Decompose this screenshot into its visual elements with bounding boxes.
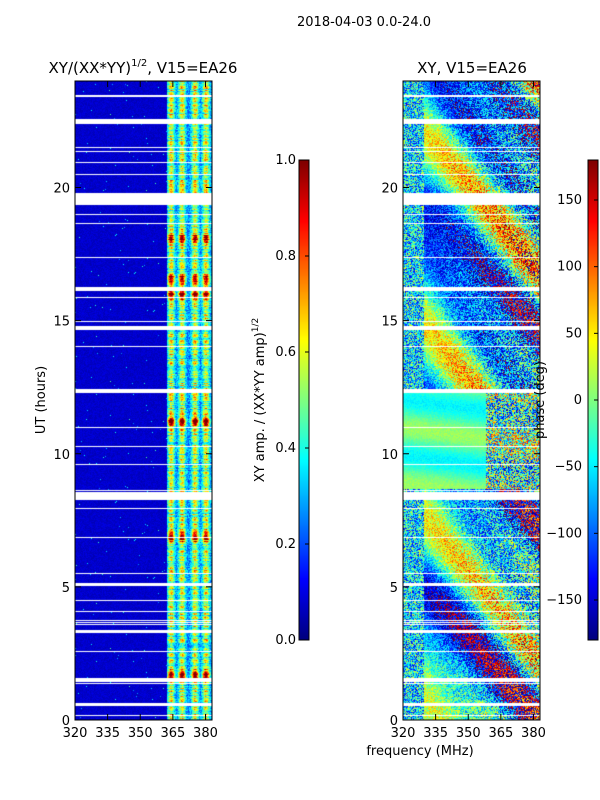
amp-ylabel: UT (hours) <box>34 366 49 434</box>
amp-colorbar-tick-label: 1.0 <box>275 153 296 168</box>
phase-xtick-label: 380 <box>521 726 546 741</box>
phase-colorbar-tick-label: 0 <box>574 393 582 408</box>
phase-axis-ticks: 320 335 350 365 380 0 5 10 15 20 <box>381 81 546 741</box>
amp-xtick-label: 335 <box>95 726 120 741</box>
amp-xtick-label: 320 <box>63 726 88 741</box>
phase-heatmap-image <box>403 81 540 720</box>
phase-xtick-label: 320 <box>391 726 416 741</box>
amp-ytick-label: 5 <box>62 581 70 596</box>
amp-ytick-label: 10 <box>53 448 70 463</box>
amp-colorbar-gradient <box>299 160 309 640</box>
amp-colorbar-tick-label: 0.4 <box>275 441 296 456</box>
amp-xtick-label: 380 <box>193 726 218 741</box>
amp-axis-ticks: 320 335 350 365 380 0 5 10 15 20 <box>53 81 218 741</box>
amp-colorbar-ticks: 0.0 0.2 0.4 0.6 0.8 1.0 <box>275 153 309 648</box>
amp-colorbar-tick-label: 0.2 <box>275 537 296 552</box>
phase-xtick-label: 335 <box>423 726 448 741</box>
amp-ytick-label: 20 <box>53 182 70 197</box>
amp-colorbar-frame <box>298 159 310 641</box>
amp-panel-title: XY/(XX*YY)1/2, V15=EA26 <box>49 58 238 77</box>
phase-colorbar-label: phase (deg) <box>533 361 548 439</box>
amp-heatmap: 320 335 350 365 380 0 5 10 15 20 UT (hours) <box>34 80 218 741</box>
phase-colorbar-tick-label: −100 <box>546 526 582 541</box>
phase-plot-frame <box>402 80 541 721</box>
amp-plot-frame <box>74 80 213 721</box>
amp-colorbar-tick-label: 0.0 <box>275 633 296 648</box>
phase-xtick-label: 365 <box>488 726 513 741</box>
phase-colorbar-tick-label: −50 <box>555 460 582 475</box>
amp-colorbar-tick-label: 0.8 <box>275 249 296 264</box>
amp-colorbar-tick-label: 0.6 <box>275 345 296 360</box>
phase-heatmap: 320 335 350 365 380 0 5 10 15 20 <box>381 80 546 741</box>
phase-ytick-label: 20 <box>381 182 398 197</box>
phase-panel-title: XY, V15=EA26 <box>417 59 527 77</box>
phase-colorbar: −150 −100 −50 0 50 100 150 phase (deg) <box>533 159 599 641</box>
phase-xtick-label: 350 <box>456 726 481 741</box>
figure-suptitle: 2018-04-03 0.0-24.0 <box>297 15 431 30</box>
phase-colorbar-gradient <box>588 160 598 640</box>
shared-xlabel: frequency (MHz) <box>366 744 473 759</box>
phase-ytick-label: 10 <box>381 448 398 463</box>
amp-ytick-label: 15 <box>53 315 70 330</box>
amp-ytick-label: 0 <box>62 714 70 729</box>
phase-ytick-label: 5 <box>390 581 398 596</box>
phase-colorbar-ticks: −150 −100 −50 0 50 100 150 <box>546 193 598 608</box>
amp-colorbar-label: XY amp. / (XX*YY amp)1/2 <box>251 318 268 482</box>
phase-ytick-label: 15 <box>381 315 398 330</box>
amp-xtick-label: 350 <box>128 726 153 741</box>
amp-xtick-label: 365 <box>160 726 185 741</box>
phase-colorbar-tick-label: 50 <box>565 326 582 341</box>
amp-heatmap-image <box>75 81 212 720</box>
phase-colorbar-tick-label: 100 <box>557 260 582 275</box>
phase-colorbar-tick-label: 150 <box>557 193 582 208</box>
amp-colorbar: 0.0 0.2 0.4 0.6 0.8 1.0 XY amp. / (XX*YY amp)… <box>251 153 310 648</box>
phase-ytick-label: 0 <box>390 714 398 729</box>
phase-colorbar-tick-label: −150 <box>546 593 582 608</box>
